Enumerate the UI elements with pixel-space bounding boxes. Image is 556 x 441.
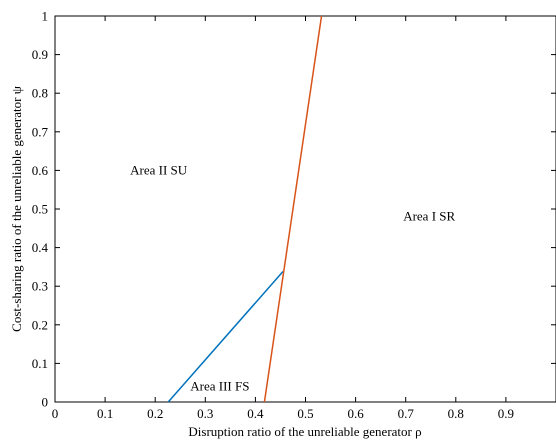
x-tick-label: 0.4: [247, 406, 264, 421]
x-tick-label: 0.3: [197, 406, 213, 421]
y-axis-title: Cost-sharing ratio of the unreliable gen…: [9, 86, 24, 332]
y-tick-label: 0: [42, 395, 49, 410]
x-tick-label: 0.2: [147, 406, 163, 421]
series-lines: [167, 15, 323, 403]
y-tick-label: 0.4: [32, 240, 49, 255]
x-tick-label: 0.1: [97, 406, 113, 421]
y-tick-label: 0.6: [32, 163, 49, 178]
x-tick-label: 0.8: [448, 406, 464, 421]
x-tick-label: 0.7: [398, 406, 415, 421]
series-line-1: [167, 271, 284, 403]
area-annotation: Area II SU: [130, 162, 188, 177]
area-annotation: Area III FS: [190, 378, 249, 393]
y-tick-label: 0.9: [32, 47, 48, 62]
y-tick-label: 1: [42, 9, 49, 24]
y-tick-label: 0.5: [32, 202, 48, 217]
y-tick-label: 0.1: [32, 356, 48, 371]
tick-labels: 0 0.1 0.2 0.3 0.4 0.5 0.6 0.7 0.8 0.9 0 0.1 0.2 0.3 0.…: [32, 9, 514, 422]
plot-area: [54, 15, 556, 403]
y-tick-label: 0.7: [32, 124, 49, 139]
area-annotation: Area I SR: [403, 209, 455, 224]
x-tick-label: 0.5: [297, 406, 313, 421]
x-axis-title: Disruption ratio of the unreliable gener…: [188, 424, 421, 439]
y-tick-label: 0.8: [32, 86, 48, 101]
y-tick-label: 0.2: [32, 317, 48, 332]
x-tick-label: 0: [52, 406, 59, 421]
axis-ticks: [54, 15, 556, 403]
series-line-2: [263, 15, 323, 403]
y-tick-label: 0.3: [32, 279, 48, 294]
annotations: Area II SU Area I SR Area III FS: [130, 162, 455, 393]
x-tick-label: 0.6: [347, 406, 364, 421]
x-tick-label: 0.9: [498, 406, 514, 421]
